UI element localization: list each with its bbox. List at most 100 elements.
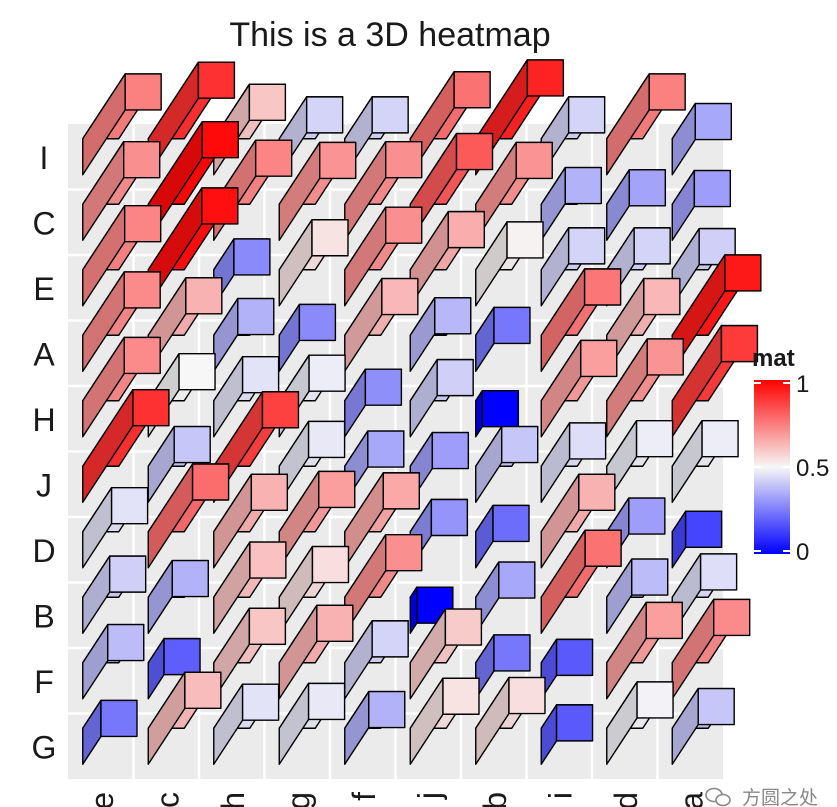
heatmap-bar (606, 73, 686, 176)
heatmap-bar (475, 634, 531, 700)
heatmap-bar (540, 268, 622, 372)
y-tick-label: D (32, 533, 55, 569)
heatmap-bar (278, 682, 346, 765)
heatmap-bar (606, 419, 674, 503)
x-tick-label: c (149, 792, 185, 807)
x-tick-label: b (477, 792, 513, 807)
heatmap-bar (344, 472, 420, 569)
heatmap-bar (82, 205, 162, 307)
heatmap-bar (540, 473, 616, 569)
heatmap-bar (671, 510, 723, 569)
heatmap-bar (147, 637, 201, 700)
heatmap-bar (344, 140, 423, 241)
heatmap-bar (671, 324, 759, 438)
color-legend: mat 0 0.5 1 (752, 345, 829, 566)
x-tick-label: g (280, 792, 316, 807)
heatmap-bar (475, 504, 530, 569)
heatmap-bar (475, 221, 544, 307)
heatmap-bar (540, 339, 618, 438)
heatmap-bar (540, 704, 594, 765)
heatmap-bar (82, 73, 162, 176)
heatmap-bar (540, 227, 606, 307)
heatmap-bar (147, 463, 230, 569)
watermark-text: 方圆之处 (742, 787, 818, 807)
heatmap-bar (213, 683, 280, 765)
heatmap-bar (409, 677, 480, 765)
heatmap-bar (82, 388, 170, 503)
y-tick-label: F (34, 664, 54, 700)
heatmap-bar (671, 102, 733, 176)
heatmap-bar (278, 470, 356, 569)
heatmap-bar (671, 598, 751, 700)
heatmap-bar (278, 141, 357, 241)
legend-tick-label: 1 (796, 371, 809, 398)
x-tick-label: a (673, 792, 709, 807)
y-tick-label: A (33, 336, 55, 372)
heatmap-bar (82, 140, 161, 241)
heatmap-bar (147, 671, 222, 765)
heatmap-bar (409, 210, 486, 307)
heatmap-bar (671, 687, 735, 765)
heatmap-bar (213, 355, 280, 438)
heatmap-bar (606, 169, 667, 241)
x-tick-label: j (411, 792, 447, 800)
legend-tick-label: 0 (796, 539, 809, 566)
heatmap-bar (278, 604, 354, 700)
heatmap-bar (540, 166, 602, 241)
heatmap-bar (213, 238, 271, 307)
heatmap-bar (671, 419, 739, 503)
heatmap-bar (475, 141, 553, 241)
legend-tick-label: 0.5 (796, 455, 829, 482)
x-tick-label: e (84, 792, 120, 807)
wechat-icon (705, 787, 731, 807)
heatmap-bar (671, 169, 732, 241)
heatmap-bar (475, 389, 520, 438)
x-tick-label: f (346, 792, 382, 801)
heatmap-bar (82, 555, 147, 634)
heatmap-bar (147, 61, 236, 176)
heatmap-bar (213, 297, 275, 372)
x-tick-label: d (608, 792, 644, 807)
heatmap-bar (475, 425, 539, 503)
heatmap-bar (540, 638, 594, 700)
heatmap-bar (606, 681, 674, 765)
heatmap-bar (606, 558, 669, 634)
heatmap-bar (82, 336, 161, 438)
heatmap-bar (540, 529, 622, 634)
heatmap-bar (82, 699, 138, 765)
heatmap-bar (606, 338, 684, 438)
chart-title: This is a 3D heatmap (229, 16, 550, 54)
heatmap-bar (344, 533, 423, 634)
legend-title: mat (752, 345, 795, 372)
watermark: 方圆之处 (705, 787, 818, 807)
heatmap-bar (147, 187, 239, 307)
heatmap-bar (409, 358, 474, 438)
y-tick-label: B (33, 598, 54, 634)
heatmap-bar (147, 425, 211, 503)
x-tick-label: i (542, 792, 578, 799)
heatmap-bar (475, 306, 531, 372)
y-tick-label: J (36, 467, 52, 503)
heatmap-bar (278, 545, 350, 634)
heatmap-bar (278, 219, 349, 307)
heatmap-bar (344, 690, 406, 765)
heatmap-bar (344, 620, 409, 700)
heatmap-bar (82, 486, 149, 569)
heatmap-bar (278, 303, 337, 372)
heatmap-bar (606, 601, 683, 700)
heatmap-bar (344, 368, 403, 438)
heatmap-bar (213, 473, 289, 569)
heatmap-bar (475, 676, 546, 765)
heatmap-bar (344, 206, 423, 307)
heatmap-bar (540, 422, 607, 503)
heatmap-bar (409, 431, 470, 503)
heatmap-bar (409, 608, 483, 700)
heatmap-bar (344, 277, 419, 372)
heatmap-bar (82, 623, 145, 700)
heatmap-bar (409, 297, 472, 372)
heatmap-bar (540, 96, 606, 176)
heatmap-bar (213, 541, 287, 634)
